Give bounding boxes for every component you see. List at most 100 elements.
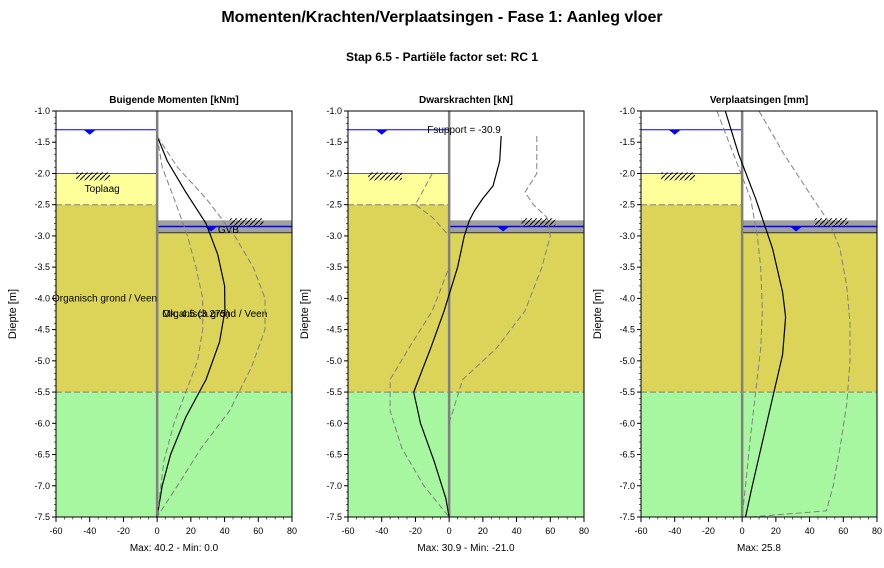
series-envelope-line-2 xyxy=(156,135,204,518)
x-tick-label: 60 xyxy=(545,526,555,536)
y-tick-label: -4.0 xyxy=(34,293,50,303)
x-tick-label: 0 xyxy=(740,526,745,536)
x-tick-label: -60 xyxy=(634,526,647,536)
x-tick-label: 20 xyxy=(478,526,488,536)
ground-hatch-right-icon xyxy=(521,218,556,227)
y-tick-label: -6.0 xyxy=(34,418,50,428)
water-triangle-left-icon xyxy=(83,129,96,135)
y-tick-label: -7.5 xyxy=(326,512,342,522)
x-tick-label: 0 xyxy=(155,526,160,536)
series-envelope-line-1 xyxy=(448,136,551,517)
series-envelope-line-2 xyxy=(389,173,450,518)
chart-footer: Max: 40.2 - Min: 0.0 xyxy=(130,543,219,554)
y-tick-label: -3.5 xyxy=(34,262,50,272)
soil-layer-organisch-right xyxy=(449,232,584,393)
y-tick-label: -5.5 xyxy=(34,387,50,397)
y-tick-label: -2.5 xyxy=(326,200,342,210)
ground-hatch-right-icon xyxy=(229,218,264,227)
y-tick-label: -4.5 xyxy=(34,325,50,335)
x-tick-label: -20 xyxy=(117,526,130,536)
y-tick-label: -1.5 xyxy=(34,137,50,147)
x-tick-label: 80 xyxy=(872,526,882,536)
y-tick-label: -3.0 xyxy=(34,231,50,241)
x-tick-label: -20 xyxy=(409,526,422,536)
water-triangle-right-icon xyxy=(790,226,803,232)
y-tick-label: -2.5 xyxy=(619,200,635,210)
y-tick-label: -7.5 xyxy=(619,512,635,522)
y-tick-label: -2.0 xyxy=(619,168,635,178)
ground-hatch-right-icon xyxy=(814,218,849,227)
y-tick-label: -7.0 xyxy=(326,481,342,491)
x-tick-label: 40 xyxy=(805,526,815,536)
y-tick-label: -5.0 xyxy=(34,356,50,366)
soil-layer-zand xyxy=(56,392,292,517)
y-tick-label: -6.0 xyxy=(326,418,342,428)
ground-hatch-left-icon xyxy=(368,172,402,181)
x-tick-label: 60 xyxy=(838,526,848,536)
y-tick-label: -3.5 xyxy=(326,262,342,272)
label-organisch-left: Organisch grond / Veen xyxy=(52,294,157,305)
x-tick-label: 0 xyxy=(447,526,452,536)
y-tick-label: -3.5 xyxy=(619,262,635,272)
main-title: Momenten/Krachten/Verplaatsingen - Fase … xyxy=(221,9,663,26)
y-tick-label: -4.0 xyxy=(619,293,635,303)
series-result-line xyxy=(724,110,787,518)
chart-panel-3: -1.0 -1.5 -2.0 -2.5 -3.0 -3.5 -4.0 -4.5 -5.0 -5.5… xyxy=(592,95,882,554)
y-tick-label: -3.0 xyxy=(619,231,635,241)
x-tick-label: 20 xyxy=(771,526,781,536)
label-gvb: GVB xyxy=(218,225,239,236)
x-tick-label: -60 xyxy=(341,526,354,536)
sub-title: Stap 6.5 - Partiële factor set: RC 1 xyxy=(345,50,539,64)
soil-layer-organisch-right xyxy=(742,232,877,393)
water-triangle-left-icon xyxy=(375,129,388,135)
series-result-line xyxy=(156,135,226,518)
series-result-line xyxy=(413,135,502,518)
y-tick-label: -5.5 xyxy=(619,387,635,397)
y-tick-label: -2.0 xyxy=(34,168,50,178)
soil-layer-organisch-left xyxy=(641,204,743,393)
y-tick-label: -1.0 xyxy=(34,106,50,116)
x-tick-label: 60 xyxy=(253,526,263,536)
chart-footer: Max: 25.8 xyxy=(737,543,781,554)
label-toplaag: Toplaag xyxy=(85,184,120,195)
water-triangle-right-icon xyxy=(497,226,510,232)
y-tick-label: -2.0 xyxy=(326,168,342,178)
label-fsupport: Fsupport = -30.9 xyxy=(427,125,501,136)
y-tick-label: -1.0 xyxy=(326,106,342,116)
x-tick-label: 80 xyxy=(579,526,589,536)
soil-layer-organisch-left xyxy=(56,204,158,393)
chart-title: Dwarskrachten [kN] xyxy=(419,95,513,106)
chart-title: Verplaatsingen [mm] xyxy=(710,95,808,106)
y-tick-label: -6.0 xyxy=(619,418,635,428)
y-tick-label: -4.0 xyxy=(326,293,342,303)
soil-layer-organisch-left xyxy=(348,204,450,393)
y-tick-label: -1.0 xyxy=(619,106,635,116)
y-tick-label: -5.0 xyxy=(619,356,635,366)
y-tick-label: -7.5 xyxy=(34,512,50,522)
label-organisch-right: Organisch grond / Veen xyxy=(162,309,267,320)
label-mk: Mk: 4.5 (3.275) xyxy=(162,309,229,320)
y-tick-label: -6.5 xyxy=(619,450,635,460)
x-tick-label: 40 xyxy=(512,526,522,536)
chart-panel-1: Toplaag Organisch grond / Veen Organisch g… xyxy=(7,95,297,554)
x-tick-label: 80 xyxy=(287,526,297,536)
x-tick-label: 20 xyxy=(186,526,196,536)
y-axis-label: Diepte [m] xyxy=(592,289,604,339)
y-tick-label: -4.5 xyxy=(619,325,635,335)
chart-title: Buigende Momenten [kNm] xyxy=(109,95,238,106)
y-tick-label: -5.5 xyxy=(326,387,342,397)
ground-hatch-left-icon xyxy=(661,172,695,181)
y-tick-label: -7.0 xyxy=(34,481,50,491)
x-tick-label: -60 xyxy=(49,526,62,536)
x-tick-label: -20 xyxy=(702,526,715,536)
y-tick-label: -4.5 xyxy=(326,325,342,335)
series-envelope-line-1 xyxy=(750,110,851,518)
x-tick-label: 40 xyxy=(220,526,230,536)
y-tick-label: -6.5 xyxy=(326,450,342,460)
y-tick-label: -1.5 xyxy=(326,137,342,147)
x-tick-label: -40 xyxy=(375,526,388,536)
chart-footer: Max: 30.9 - Min: -21.0 xyxy=(417,543,515,554)
x-tick-label: -40 xyxy=(668,526,681,536)
y-tick-label: -1.5 xyxy=(619,137,635,147)
